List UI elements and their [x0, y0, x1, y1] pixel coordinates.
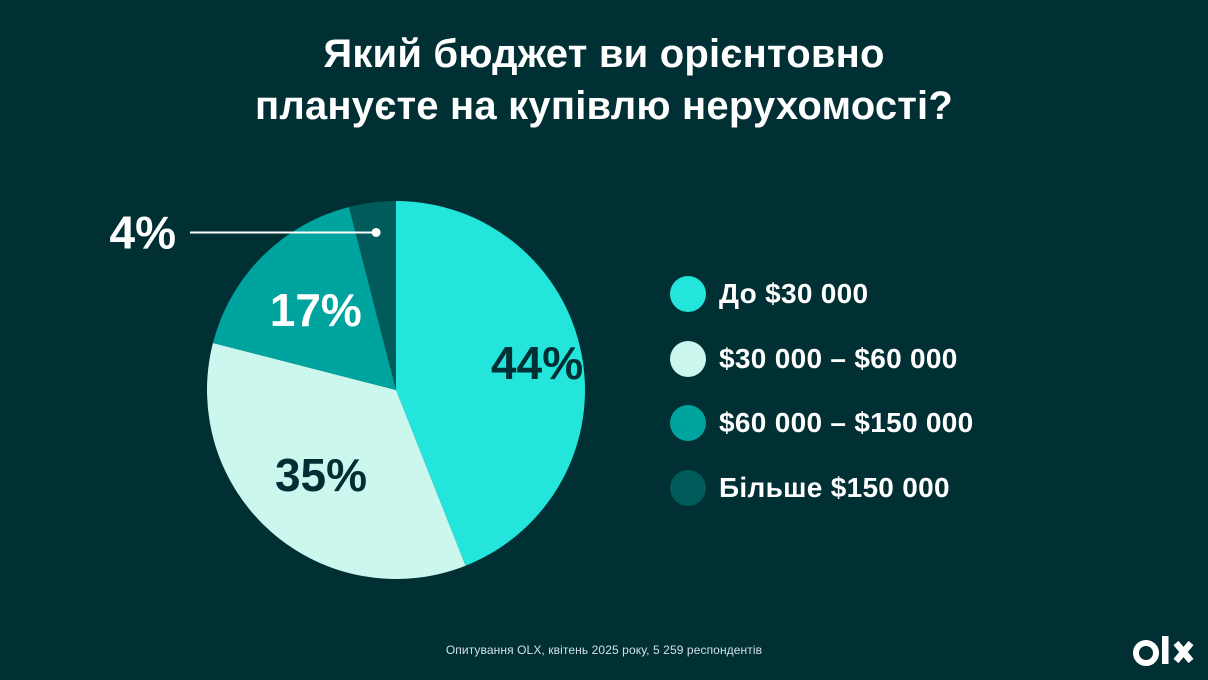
survey-footnote: Опитування OLX, квітень 2025 року, 5 259… — [445, 643, 763, 657]
pie-slice-over-150000 — [348, 201, 396, 390]
pie-slice-60000-150000 — [212, 206, 396, 390]
pie-slice-30000-60000 — [207, 342, 466, 579]
legend-item-60000-150000: $60 000 – $150 000 — [670, 405, 974, 441]
legend-label: Більше $150 000 — [719, 471, 950, 503]
chart-title: Який бюджет ви орієнтовно плануєте на ку… — [0, 28, 1208, 132]
legend-item-under-30000: До $30 000 — [670, 276, 974, 312]
legend-swatch — [670, 276, 706, 312]
legend-item-30000-60000: $30 000 – $60 000 — [670, 340, 974, 377]
olx-logo-icon — [1133, 636, 1194, 666]
legend-label: До $30 000 — [719, 278, 869, 309]
chart-title-line-1: Який бюджет ви орієнтовно — [323, 32, 885, 76]
slice-value-label: 17% — [270, 284, 362, 336]
slice-value-label: 4% — [110, 206, 176, 258]
legend-swatch — [670, 469, 706, 506]
chart-title-line-2: плануєте на купівлю нерухомості? — [254, 84, 954, 128]
legend-item-over-150000: Більше $150 000 — [670, 469, 974, 506]
slice-value-label: 35% — [275, 449, 367, 501]
slice-value-label: 44% — [491, 337, 583, 389]
chart-legend: До $30 000 $30 000 – $60 000 $60 000 – $… — [670, 276, 974, 534]
legend-label: $30 000 – $60 000 — [719, 342, 958, 374]
legend-swatch — [670, 405, 706, 441]
legend-label: $60 000 – $150 000 — [719, 407, 974, 438]
pie-slice-under-30000 — [396, 201, 585, 566]
leader-dot — [371, 227, 381, 237]
legend-swatch — [670, 340, 706, 377]
